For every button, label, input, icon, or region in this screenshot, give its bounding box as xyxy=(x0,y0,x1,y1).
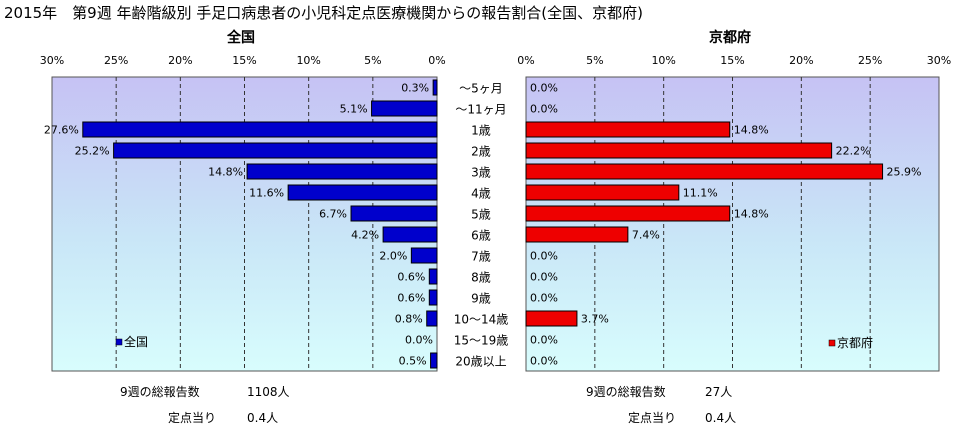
kyoto-tick-label: 5% xyxy=(586,54,603,67)
national-tick-label: 5% xyxy=(364,54,381,67)
age-category-label: 3歳 xyxy=(471,166,491,180)
age-category-label: 6歳 xyxy=(471,229,491,243)
national-bar xyxy=(350,205,438,222)
kyoto-data-label: 0.0% xyxy=(530,103,558,116)
kyoto-bar xyxy=(525,226,629,243)
kyoto-legend-swatch xyxy=(828,339,836,347)
kyoto-bar xyxy=(525,184,680,201)
kyoto-data-label: 3.7% xyxy=(581,313,609,326)
age-category-label: 4歳 xyxy=(471,187,491,201)
national-bar xyxy=(371,100,438,117)
national-data-label: 0.6% xyxy=(397,292,425,305)
kyoto-tick-label: 15% xyxy=(720,54,744,67)
national-data-label: 14.8% xyxy=(208,166,243,179)
national-data-label: 0.0% xyxy=(405,334,433,347)
national-bar xyxy=(82,121,438,138)
national-data-label: 6.7% xyxy=(319,208,347,221)
kyoto-tick-label: 20% xyxy=(789,54,813,67)
age-category-label: 10〜14歳 xyxy=(454,313,509,327)
national-per-label: 定点当り xyxy=(168,411,217,425)
kyoto-data-label: 14.8% xyxy=(734,208,769,221)
kyoto-data-label: 0.0% xyxy=(530,292,558,305)
national-tick-label: 30% xyxy=(40,54,64,67)
national-data-label: 25.2% xyxy=(75,145,110,158)
age-category-label: 〜11ヶ月 xyxy=(455,103,506,117)
kyoto-data-label: 0.0% xyxy=(530,334,558,347)
kyoto-tick-label: 30% xyxy=(927,54,951,67)
age-category-label: 2歳 xyxy=(471,145,491,159)
kyoto-tick-label: 25% xyxy=(858,54,882,67)
national-total-value: 1108人 xyxy=(247,385,290,399)
kyoto-data-label: 11.1% xyxy=(683,187,718,200)
national-per-value: 0.4人 xyxy=(247,411,279,425)
kyoto-bar xyxy=(525,205,731,222)
national-tick-label: 25% xyxy=(104,54,128,67)
kyoto-total-value: 27人 xyxy=(705,385,733,399)
kyoto-bar xyxy=(525,310,578,327)
national-bar xyxy=(246,163,438,180)
national-data-label: 0.3% xyxy=(401,82,429,95)
national-panel-title: 全国 xyxy=(226,29,255,46)
kyoto-per-value: 0.4人 xyxy=(705,411,737,425)
national-bar xyxy=(432,79,438,96)
kyoto-data-label: 14.8% xyxy=(734,124,769,137)
kyoto-per-label: 定点当り xyxy=(628,411,677,425)
kyoto-data-label: 0.0% xyxy=(530,250,558,263)
national-bar xyxy=(287,184,438,201)
national-data-label: 2.0% xyxy=(379,250,407,263)
age-category-label: 9歳 xyxy=(471,292,491,306)
national-bar xyxy=(426,310,438,327)
national-legend-swatch xyxy=(115,338,123,346)
national-data-label: 0.6% xyxy=(397,271,425,284)
kyoto-bar xyxy=(525,142,833,159)
kyoto-panel-title: 京都府 xyxy=(709,29,751,46)
kyoto-tick-label: 10% xyxy=(651,54,675,67)
age-category-label: 15〜19歳 xyxy=(454,334,509,348)
national-bar xyxy=(382,226,438,243)
national-legend-label: 全国 xyxy=(124,334,148,349)
national-data-label: 5.1% xyxy=(340,103,368,116)
national-bar xyxy=(410,247,438,264)
kyoto-data-label: 0.0% xyxy=(530,271,558,284)
age-category-label: 5歳 xyxy=(471,208,491,222)
kyoto-data-label: 25.9% xyxy=(887,166,922,179)
national-bar xyxy=(428,289,438,306)
kyoto-tick-label: 0% xyxy=(517,54,534,67)
national-data-label: 0.8% xyxy=(395,313,423,326)
national-tick-label: 20% xyxy=(168,54,192,67)
chart-title: 2015年 第9週 年齢階級別 手足口病患者の小児科定点医療機関からの報告割合(… xyxy=(4,4,643,22)
national-total-label: 9週の総報告数 xyxy=(120,385,200,399)
national-bar xyxy=(113,142,438,159)
kyoto-bar xyxy=(525,163,884,180)
kyoto-data-label: 22.2% xyxy=(836,145,871,158)
age-category-label: 8歳 xyxy=(471,271,491,285)
kyoto-total-label: 9週の総報告数 xyxy=(586,385,666,399)
kyoto-data-label: 0.0% xyxy=(530,82,558,95)
national-tick-label: 0% xyxy=(428,54,445,67)
age-category-label: 7歳 xyxy=(471,250,491,264)
age-category-label: 1歳 xyxy=(471,124,491,138)
kyoto-bar xyxy=(525,121,731,138)
national-tick-label: 10% xyxy=(296,54,320,67)
national-data-label: 11.6% xyxy=(249,187,284,200)
kyoto-data-label: 0.0% xyxy=(530,355,558,368)
kyoto-data-label: 7.4% xyxy=(632,229,660,242)
age-category-label: 20歳以上 xyxy=(455,355,506,369)
national-bar xyxy=(430,352,438,369)
national-data-label: 0.5% xyxy=(399,355,427,368)
national-data-label: 4.2% xyxy=(351,229,379,242)
national-bar xyxy=(428,268,438,285)
age-category-label: 〜5ヶ月 xyxy=(459,82,503,96)
national-tick-label: 15% xyxy=(232,54,256,67)
national-data-label: 27.6% xyxy=(44,124,79,137)
kyoto-legend-label: 京都府 xyxy=(837,335,873,350)
